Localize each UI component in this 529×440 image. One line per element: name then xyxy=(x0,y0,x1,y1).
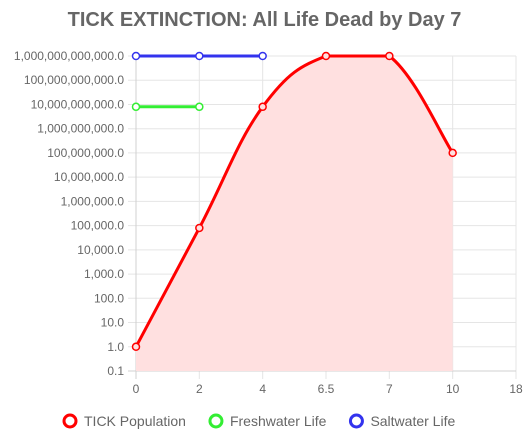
legend-marker xyxy=(62,413,78,429)
data-point[interactable] xyxy=(131,102,141,112)
y-tick-label: 100.0 xyxy=(94,291,124,305)
data-point[interactable] xyxy=(385,51,394,61)
x-tick-label: 18 xyxy=(509,382,523,396)
legend-item-tick-population[interactable]: TICK Population xyxy=(62,413,186,429)
data-point[interactable] xyxy=(448,148,457,158)
x-tick-label: 7 xyxy=(386,382,393,396)
legend-item-freshwater-life[interactable]: Freshwater Life xyxy=(208,413,327,429)
y-tick-label: 100,000,000.0 xyxy=(47,146,124,160)
data-point[interactable] xyxy=(258,51,267,61)
y-tick-label: 10.0 xyxy=(101,316,125,330)
x-tick-label: 0 xyxy=(133,382,140,396)
x-tick-label: 10 xyxy=(446,382,460,396)
y-tick-label: 100,000.0 xyxy=(71,219,125,233)
x-tick-label: 4 xyxy=(259,382,266,396)
legend-item-saltwater-life[interactable]: Saltwater Life xyxy=(348,413,455,429)
y-tick-label: 0.1 xyxy=(107,364,124,378)
series-saltwater-life xyxy=(131,51,267,61)
x-tick-label: 2 xyxy=(196,382,203,396)
y-tick-label: 1,000.0 xyxy=(84,267,124,281)
axis-layer: 0.1 1.0 10.0 100.0 1,000.0 10,000.0 100,000.0 1… xyxy=(14,49,523,396)
legend-marker xyxy=(208,413,224,429)
x-tick-label: 6.5 xyxy=(318,382,335,396)
y-tick-label: 1,000,000.0 xyxy=(61,194,125,208)
data-point[interactable] xyxy=(195,223,204,233)
legend[interactable]: TICK Population Freshwater Life Saltwater … xyxy=(62,413,455,429)
legend-label: Freshwater Life xyxy=(230,413,327,429)
y-tick-label: 10,000.0 xyxy=(77,243,124,257)
legend-marker xyxy=(348,413,364,429)
series-tick-population xyxy=(131,51,457,371)
y-tick-label: 1,000,000,000.0 xyxy=(37,122,124,136)
y-tick-label: 10,000,000,000.0 xyxy=(31,97,125,111)
data-point[interactable] xyxy=(131,51,141,61)
series-area xyxy=(136,56,453,371)
y-tick-label: 1,000,000,000,000.0 xyxy=(14,49,124,63)
data-point[interactable] xyxy=(258,102,267,112)
data-point[interactable] xyxy=(131,342,141,352)
y-tick-label: 10,000,000.0 xyxy=(54,170,124,184)
data-point[interactable] xyxy=(195,51,204,61)
series-line xyxy=(134,54,454,348)
series-layer xyxy=(131,51,457,371)
data-point[interactable] xyxy=(195,102,204,112)
data-point[interactable] xyxy=(321,51,331,61)
legend-label: Saltwater Life xyxy=(370,413,455,429)
series-freshwater-life xyxy=(131,102,204,112)
y-tick-label: 100,000,000,000.0 xyxy=(24,73,124,87)
legend-label: TICK Population xyxy=(84,413,186,429)
y-tick-label: 1.0 xyxy=(107,340,124,354)
chart-title: TICK EXTINCTION: All Life Dead by Day 7 xyxy=(68,9,462,31)
